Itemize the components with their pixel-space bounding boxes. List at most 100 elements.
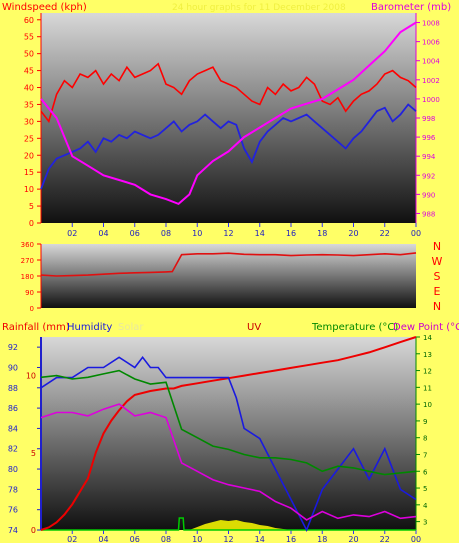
x-tick-label: 08 <box>161 535 171 543</box>
rain-tick-label: 10 <box>26 372 36 381</box>
temp-tick-label: 5 <box>423 485 427 493</box>
x-tick-label: 10 <box>192 229 202 238</box>
humidity-tick-label: 92 <box>8 343 18 352</box>
solar-area <box>41 520 416 530</box>
y2-tick-label: 998 <box>422 115 435 123</box>
x-tick-label: 08 <box>161 229 171 238</box>
y-tick-label: 35 <box>24 100 34 109</box>
x-tick-label: 04 <box>98 535 108 543</box>
uv-line <box>41 517 416 531</box>
x-tick-label: 14 <box>255 229 265 238</box>
y2-tick-label: 994 <box>422 153 436 161</box>
x-tick-label: 16 <box>286 535 296 543</box>
x-tick-label: 18 <box>317 229 327 238</box>
x-tick-label: 10 <box>192 535 202 543</box>
x-tick-label: 22 <box>380 535 390 543</box>
temp-tick-label: 7 <box>423 451 427 459</box>
wind-direction-line <box>40 252 417 277</box>
x-tick-label: 00 <box>411 535 421 543</box>
y-tick-label: 40 <box>24 84 34 93</box>
humidity-tick-label: 88 <box>8 384 18 393</box>
wdir-tick-label: 0 <box>30 305 34 313</box>
y-tick-label: 15 <box>24 168 34 177</box>
legend-rainfall: Rainfall (mm) <box>2 322 70 333</box>
temp-tick-label: 6 <box>423 468 428 476</box>
x-tick-label: 22 <box>380 229 390 238</box>
humidity-tick-label: 80 <box>8 465 18 474</box>
temp-tick-label: 11 <box>423 384 432 392</box>
humidity-line <box>40 355 417 532</box>
y2-tick-label: 1004 <box>422 58 440 66</box>
y2-tick-label: 1006 <box>422 39 440 47</box>
legend-temperature: Temperature (°C) <box>311 322 398 333</box>
temp-tick-label: 12 <box>423 368 432 376</box>
humidity-tick-label: 74 <box>8 526 18 535</box>
panel-3-plot <box>41 337 416 530</box>
y2-tick-label: 1002 <box>422 77 440 85</box>
panel-1-left-label: Windspeed (kph) <box>2 2 87 13</box>
x-tick-label: 18 <box>317 535 327 543</box>
compass-label: E <box>434 285 441 298</box>
compass-label: W <box>432 255 443 268</box>
x-tick-label: 12 <box>223 535 233 543</box>
wdir-tick-label: 360 <box>21 241 34 249</box>
dewpoint-line <box>40 403 417 521</box>
temp-tick-label: 14 <box>423 334 432 342</box>
wind-baro-panel: Windspeed (kph) 24 hour graphs for 11 De… <box>2 2 451 238</box>
x-tick-label: 06 <box>130 229 140 238</box>
legend-solar: Solar <box>118 322 144 333</box>
temp-tick-label: 10 <box>423 401 432 409</box>
x-tick-label: 02 <box>67 535 77 543</box>
y-tick-label: 30 <box>24 117 34 126</box>
legend-humidity: Humidity <box>67 322 112 333</box>
humidity-tick-label: 78 <box>8 485 18 494</box>
y-tick-label: 50 <box>24 50 34 59</box>
panel-1-title: 24 hour graphs for 11 December 2008 <box>172 3 346 13</box>
x-tick-label: 02 <box>67 229 77 238</box>
gust-line <box>40 103 417 190</box>
y2-tick-label: 1008 <box>422 20 440 28</box>
wdir-tick-label: 270 <box>21 257 34 265</box>
humidity-tick-label: 76 <box>8 506 18 515</box>
y2-tick-label: 996 <box>422 134 436 142</box>
panel-2-plot <box>41 244 416 308</box>
rain-tick-label: 0 <box>31 526 36 535</box>
wdir-tick-label: 90 <box>25 289 34 297</box>
legend-dewpoint: Dew Point (°C) <box>393 322 459 333</box>
panel-1-right-label: Barometer (mb) <box>371 2 451 13</box>
x-tick-label: 12 <box>223 229 233 238</box>
humidity-tick-label: 82 <box>8 445 18 454</box>
y-tick-label: 60 <box>24 16 34 25</box>
y-tick-label: 5 <box>29 202 34 211</box>
y-tick-label: 10 <box>24 185 34 194</box>
y-tick-label: 0 <box>29 219 34 228</box>
compass-label: N <box>433 300 441 313</box>
x-tick-label: 14 <box>255 535 265 543</box>
x-tick-label: 20 <box>348 535 358 543</box>
y2-tick-label: 988 <box>422 210 435 218</box>
humidity-tick-label: 90 <box>8 363 18 372</box>
y-tick-label: 20 <box>24 151 34 160</box>
y-tick-label: 45 <box>24 67 34 76</box>
x-tick-label: 16 <box>286 229 296 238</box>
temp-tick-label: 13 <box>423 351 432 359</box>
wdir-tick-label: 180 <box>21 273 34 281</box>
y2-tick-label: 990 <box>422 191 435 199</box>
compass-label: N <box>433 240 441 253</box>
temperature-line <box>40 369 417 476</box>
x-tick-label: 20 <box>348 229 358 238</box>
y-tick-label: 25 <box>24 134 34 143</box>
humidity-tick-label: 86 <box>8 404 18 413</box>
y2-tick-label: 1000 <box>422 96 440 104</box>
temp-tick-label: 4 <box>423 502 428 510</box>
rainfall-line <box>40 336 417 531</box>
humidity-tick-label: 84 <box>8 424 18 433</box>
x-tick-label: 00 <box>411 229 421 238</box>
temp-tick-label: 3 <box>423 519 427 527</box>
x-tick-label: 04 <box>98 229 108 238</box>
x-tick-label: 06 <box>130 535 140 543</box>
legend-uv: UV <box>247 322 261 333</box>
y2-tick-label: 992 <box>422 172 435 180</box>
